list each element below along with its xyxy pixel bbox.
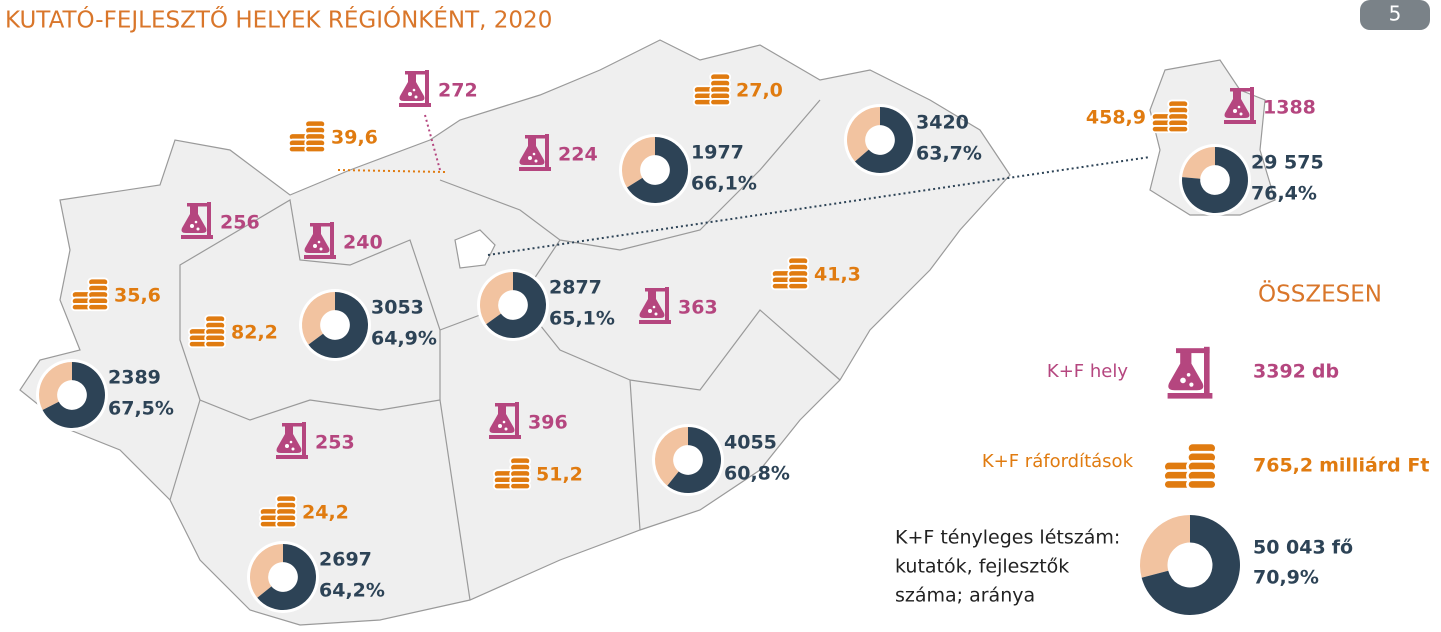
- unit: milliárd Ft: [1319, 455, 1429, 477]
- staff-value: 2877: [549, 277, 602, 299]
- donut-rest: [1182, 147, 1215, 179]
- places-value: 256: [220, 212, 260, 234]
- total-heading: ÖSSZESEN: [1258, 280, 1382, 308]
- places-value: 253: [315, 432, 355, 454]
- staff-label: K+F tényleges létszám:: [895, 527, 1120, 549]
- total-spending: 765,2: [1253, 455, 1313, 477]
- coins-icon: [287, 119, 327, 154]
- donut-rest: [38, 362, 72, 410]
- page-badge: [1360, 0, 1430, 30]
- staff-label: száma; aránya: [895, 585, 1035, 607]
- staff-value: 3420: [916, 112, 969, 134]
- share-label: 60,8%: [724, 463, 790, 485]
- staff-value: 3053: [371, 297, 424, 319]
- share-label: 76,4%: [1251, 183, 1317, 205]
- donut-share: [308, 292, 368, 358]
- share-label: 63,7%: [916, 143, 982, 165]
- donut-rest: [302, 292, 335, 345]
- spending-value: 41,3: [814, 264, 861, 286]
- staff-value: 2389: [108, 367, 161, 389]
- total-share: 70,9%: [1253, 567, 1319, 589]
- donut-share: [627, 137, 688, 204]
- flask-icon: [399, 70, 431, 107]
- donut-rest: [480, 272, 513, 325]
- staff-value: 1977: [691, 142, 744, 164]
- places-value: 396: [528, 412, 568, 434]
- donut-share: [667, 427, 722, 493]
- donut-share: [42, 362, 105, 429]
- donut-rest: [1139, 515, 1190, 578]
- unit: db: [1312, 361, 1339, 383]
- donut-rest: [847, 107, 880, 162]
- staff-value: 4055: [724, 432, 777, 454]
- places-value: 240: [343, 232, 383, 254]
- spending-value: 458,9: [1086, 107, 1146, 129]
- donut-share: [1141, 515, 1240, 615]
- donut-rest: [655, 427, 688, 486]
- flask-icon: [1167, 346, 1213, 399]
- donut-share: [1182, 147, 1248, 213]
- share-label: 65,1%: [549, 308, 615, 330]
- places-value: 1388: [1263, 97, 1316, 119]
- spending-value: 51,2: [536, 464, 583, 486]
- share-label: 66,1%: [691, 173, 757, 195]
- donut-rest: [249, 544, 283, 598]
- spending-value: 82,2: [231, 322, 278, 344]
- staff-label: kutatók, fejlesztők: [895, 556, 1069, 578]
- spending-value: 24,2: [302, 502, 349, 524]
- places-value: 363: [678, 297, 718, 319]
- donut-rest: [622, 137, 655, 188]
- coins-icon: [1162, 441, 1218, 491]
- spending-value: 35,6: [114, 285, 161, 307]
- share-label: 64,9%: [371, 328, 437, 350]
- places-label: K+F hely: [1047, 361, 1128, 382]
- total-staff: 50 043: [1253, 537, 1326, 559]
- page-number: 5: [1389, 2, 1402, 26]
- staff-value: 29 575: [1251, 152, 1324, 174]
- spending-value: 39,6: [331, 127, 378, 149]
- total-places: 3392: [1253, 361, 1306, 383]
- leader-lines: [337, 114, 1151, 256]
- places-value: 272: [438, 80, 478, 102]
- share-label: 64,2%: [319, 580, 385, 602]
- unit: fő: [1332, 537, 1353, 559]
- spending-label: K+F ráfordítások: [982, 451, 1134, 472]
- staff-value: 2697: [319, 549, 372, 571]
- share-label: 67,5%: [108, 398, 174, 420]
- title: KUTATÓ-FEJLESZTŐ HELYEK RÉGIÓNKÉNT, 2020: [5, 6, 552, 34]
- spending-value: 27,0: [736, 80, 783, 102]
- donut-share: [854, 107, 913, 173]
- donut-share: [257, 544, 316, 611]
- donut-share: [486, 272, 546, 338]
- places-value: 224: [558, 144, 598, 166]
